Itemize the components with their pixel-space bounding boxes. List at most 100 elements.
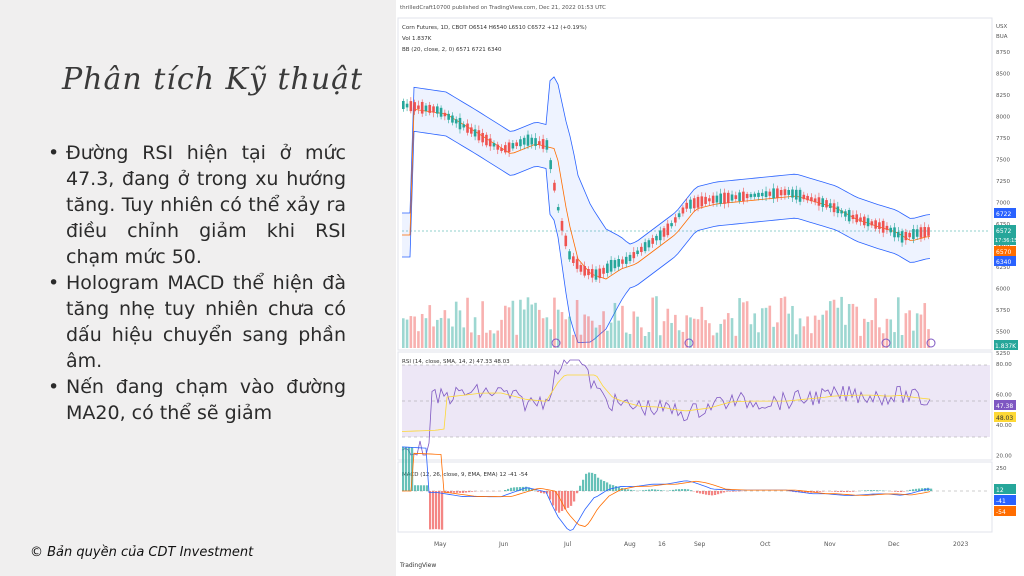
bb-upper-line [402, 76, 931, 245]
bullet-list: Đường RSI hiện tại ở mức 47.3, đang ở tr… [46, 140, 346, 426]
candle-body [590, 268, 594, 278]
volume-bar [779, 298, 783, 348]
signal-line [402, 452, 931, 527]
macd-histogram-bar [660, 490, 663, 491]
event-marker-icon[interactable] [551, 338, 561, 348]
candle-body [677, 213, 681, 218]
volume-bar [813, 315, 817, 348]
macd-histogram-bar [447, 491, 450, 493]
volume-bar [511, 300, 515, 348]
candle-body [726, 192, 730, 203]
macd-histogram-bar [633, 490, 636, 491]
macd-histogram-bar [645, 489, 648, 491]
hist-value: -54 [996, 509, 1006, 516]
bb-legend: BB (20, close, 2, 0) 6571 6721 6340 [402, 47, 502, 53]
macd-histogram-bar [801, 491, 804, 493]
candle-body [568, 251, 571, 260]
candle-body [492, 143, 496, 147]
signal-line-badge [994, 506, 1016, 516]
event-marker-icon[interactable] [926, 338, 936, 348]
slide-title: Phân tích Kỹ thuật [62, 62, 364, 97]
candle-body [504, 145, 507, 153]
volume-bar [504, 305, 507, 348]
candle-body [878, 222, 881, 229]
macd-histogram-bar [561, 491, 564, 512]
volume-bar [541, 318, 545, 348]
macd-histogram-bar [717, 491, 720, 495]
close-price-value: 6572 [996, 228, 1011, 235]
macd-histogram-bar [627, 489, 630, 491]
candle-body [511, 143, 515, 149]
volume-bar [617, 320, 620, 348]
event-marker-icon[interactable] [684, 338, 694, 348]
rsi-tick-label: 40.00 [996, 423, 1012, 429]
time-tick-label: 2023 [953, 541, 968, 548]
candle-body [594, 269, 598, 280]
macd-histogram-bar [678, 489, 681, 491]
event-marker-icon[interactable] [881, 338, 891, 348]
volume-bar [753, 313, 757, 348]
volume-bar [893, 332, 896, 348]
volume-bar [862, 318, 866, 348]
candle-body [507, 142, 511, 153]
candle-body [919, 227, 923, 238]
candle-body [636, 250, 639, 255]
volume-bar [470, 332, 473, 348]
macd-histogram-bar [471, 491, 474, 492]
candle-body [885, 225, 889, 230]
macd-histogram-bar [729, 491, 732, 492]
volume-bar [666, 308, 670, 348]
macd-histogram-bar [624, 488, 627, 491]
candle-body [787, 189, 791, 195]
bb-upper-value: 6722 [996, 211, 1011, 218]
macd-histogram-bar [594, 473, 597, 491]
candle-body [519, 139, 522, 147]
volume-badge [994, 340, 1018, 350]
macd-histogram-bar [870, 490, 873, 491]
macd-histogram-bar [690, 490, 693, 491]
macd-histogram-bar [597, 477, 600, 491]
candle-body [893, 227, 896, 238]
candle-body [409, 101, 413, 112]
price-tick-label: 7250 [996, 179, 1010, 185]
candle-body [549, 160, 552, 170]
volume-bar [696, 319, 700, 348]
volume-bar [798, 318, 802, 348]
candle-body [810, 197, 813, 202]
volume-bar [791, 305, 794, 348]
price-tick-label: 7000 [996, 201, 1010, 207]
rsi-tick-label: 60.00 [996, 393, 1012, 399]
macd-histogram-bar [669, 490, 672, 491]
macd-histogram-bar [537, 491, 540, 493]
publish-header: thrilledCraft10700 published on TradingV… [400, 5, 606, 11]
volume-bar [836, 307, 840, 348]
macd-histogram-bar [408, 447, 411, 491]
volume-bar [564, 319, 568, 348]
candle-body [534, 138, 537, 147]
candle-body [572, 256, 575, 263]
volume-bar [749, 324, 753, 348]
volume-bar [458, 310, 462, 348]
volume-bar [432, 326, 435, 348]
price-tick-label: 8750 [996, 50, 1010, 56]
candle-body [526, 134, 530, 146]
macd-histogram-bar [897, 491, 900, 492]
volume-bar [768, 305, 772, 348]
rsi-tick-label: 20.00 [996, 454, 1012, 460]
volume-bar [760, 308, 764, 348]
volume-bar [783, 296, 787, 348]
volume-bar [587, 316, 590, 348]
volume-bar [745, 301, 749, 348]
volume-bar [817, 319, 821, 348]
bullet-item: Đường RSI hiện tại ở mức 47.3, đang ở tr… [46, 140, 346, 270]
candle-body [889, 227, 893, 233]
volume-bar [602, 311, 605, 348]
volume-bar [708, 323, 711, 348]
candle-body [575, 259, 579, 269]
candle-body [704, 196, 707, 204]
volume-bar [923, 303, 927, 348]
macd-histogram-bar [528, 487, 531, 491]
macd-histogram-bar [702, 491, 705, 495]
volume-bar [681, 331, 685, 348]
macd-histogram-bar [420, 485, 423, 491]
